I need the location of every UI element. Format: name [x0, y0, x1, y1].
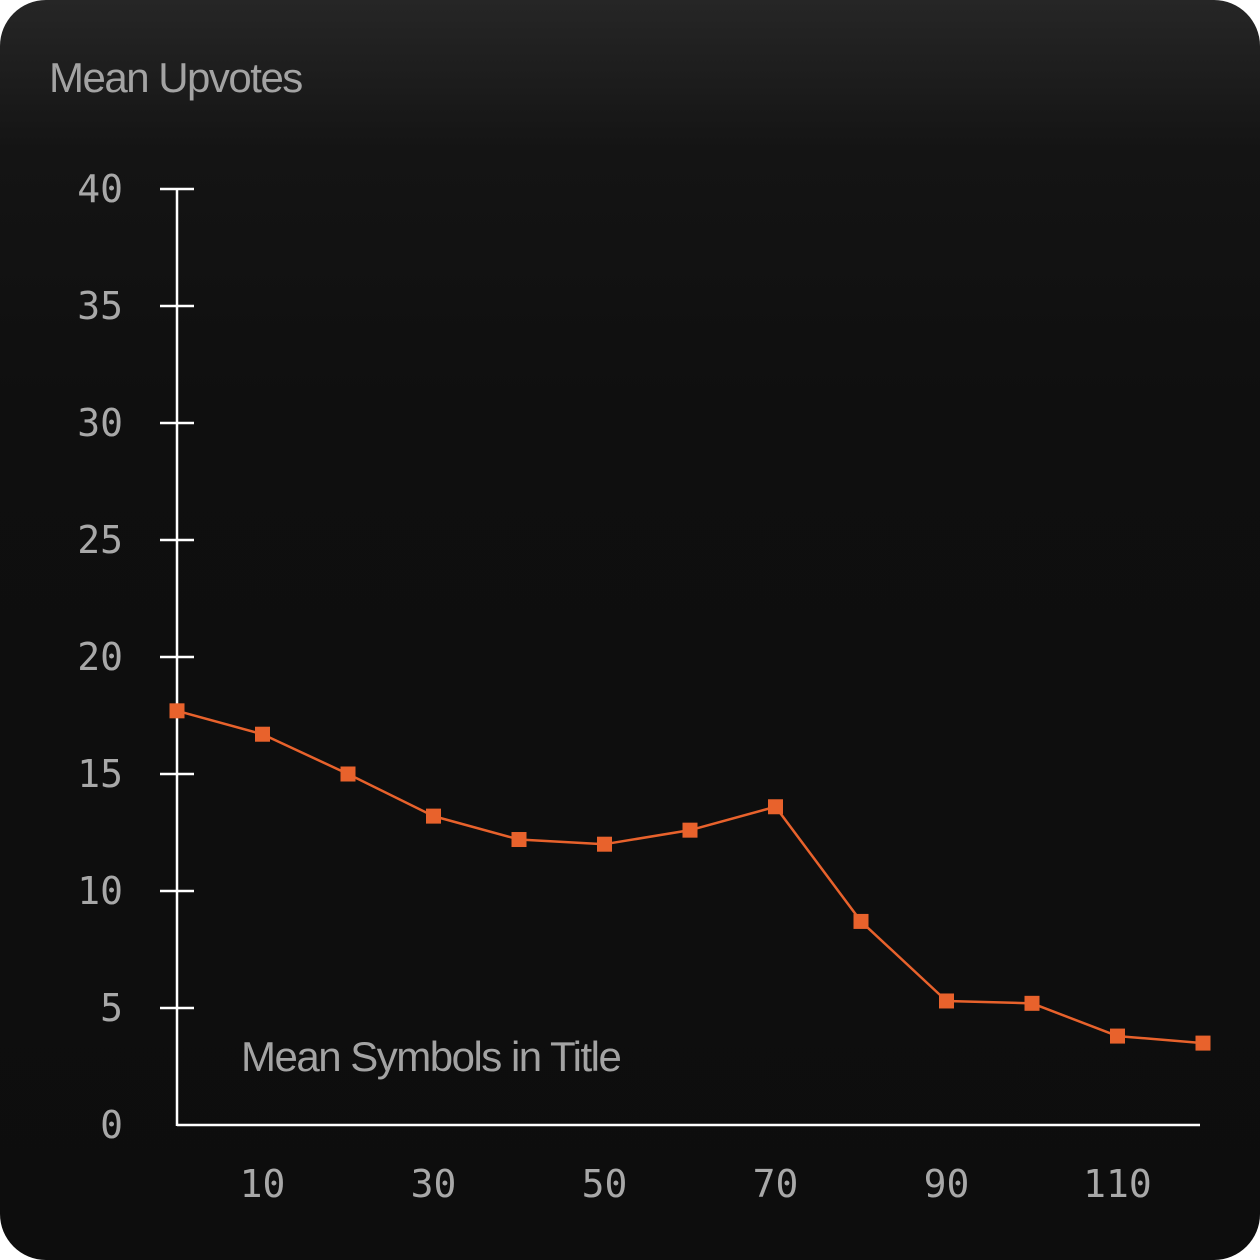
data-point-20 [340, 766, 356, 782]
data-point-30 [426, 808, 441, 824]
y-tick-label-25: 25 [77, 518, 123, 562]
x-tick-label-90: 90 [924, 1162, 970, 1206]
data-point-40 [511, 832, 527, 848]
data-point-120 [1195, 1035, 1211, 1051]
x-tick-label-10: 10 [240, 1162, 286, 1206]
data-point-80 [853, 913, 869, 929]
data-point-10 [255, 726, 270, 742]
x-axis-label: Mean Symbols in Title [241, 1033, 620, 1080]
x-tick-label-30: 30 [411, 1162, 457, 1206]
y-tick-label-20: 20 [77, 635, 123, 679]
data-point-60 [682, 822, 698, 838]
y-tick-label-40: 40 [77, 167, 123, 211]
y-tick-label-15: 15 [77, 752, 123, 796]
y-tick-label-35: 35 [77, 284, 123, 328]
data-point-90 [939, 993, 954, 1009]
chart-title: Mean Upvotes [49, 54, 302, 101]
y-tick-label-30: 30 [77, 401, 123, 445]
data-point-110 [1110, 1028, 1125, 1044]
data-point-70 [768, 799, 783, 815]
y-tick-label-0: 0 [100, 1103, 123, 1147]
x-tick-label-50: 50 [582, 1162, 628, 1206]
data-point-50 [597, 836, 612, 852]
x-tick-label-70: 70 [753, 1162, 799, 1206]
y-tick-label-5: 5 [100, 986, 123, 1030]
y-axis: 0 5 10 15 20 25 30 35 40 [77, 167, 194, 1147]
y-tick-label-10: 10 [77, 869, 123, 913]
x-axis: 10 30 50 70 90 110 [177, 1123, 1200, 1206]
data-point-100 [1024, 995, 1040, 1011]
series-group [169, 703, 1211, 1051]
series-line-0 [176, 709, 1204, 1045]
x-tick-label-110: 110 [1083, 1162, 1152, 1206]
data-point-0 [169, 703, 185, 719]
